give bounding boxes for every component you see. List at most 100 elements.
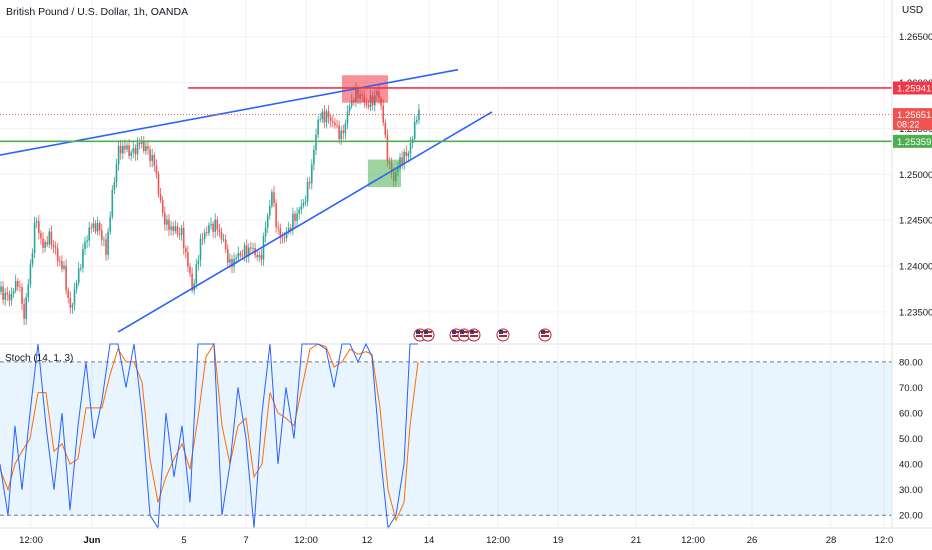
stoch-indicator-label[interactable]: Stoch (14, 1, 3) [5,353,74,364]
support-price-label[interactable]: 1.25359 [893,134,932,148]
last-price-label-text: 1.25651 [897,110,931,121]
candle-body [327,111,330,118]
candle-body [287,227,290,232]
candle-body [201,238,204,240]
price-tick-label: 1.24000 [899,262,932,273]
candle-body [319,119,321,121]
candle-body [342,130,345,134]
time-tick-label: 19 [553,535,564,546]
candle-body [182,227,185,249]
candle-body [285,231,288,239]
candle-body [231,259,233,267]
candle-body [189,266,191,274]
candle-body [10,293,13,301]
candle-body [92,223,95,228]
candle-body [321,111,324,120]
candle-body [84,241,86,250]
time-tick-label: 5 [181,535,186,546]
time-tick-label: 21 [631,535,642,546]
candle-body [401,157,403,166]
candle-body [243,245,246,257]
stoch-lines [0,342,419,530]
candle-body [122,145,124,154]
candle-body [77,268,80,283]
candle-body [170,226,172,230]
candle-body [298,209,300,214]
flag-icon[interactable] [496,328,510,342]
candle-body [227,249,229,263]
candle-body [44,242,46,248]
candle-body [96,222,99,232]
time-tick-label: 12 [362,535,373,546]
price-axis[interactable]: 1.265001.260001.255001.250001.245001.240… [891,0,932,528]
candle-body [29,264,32,285]
candle-body [336,125,338,127]
candle-body [323,111,326,123]
candle-body [4,292,6,300]
resistance-price-label[interactable]: 1.25941 [893,81,932,95]
candle-body [308,182,311,184]
candle-body [195,264,198,284]
drawings [0,68,892,333]
time-tick-label: 28 [826,535,837,546]
candle-body [59,260,61,262]
candle-body [31,253,34,265]
time-axis[interactable]: 12:00 Jun 5 7 12:00 12 14 12:00 19 21 12:00 26 28 12:… [0,527,932,546]
stoch-tick-label: 20.00 [899,511,923,522]
symbol-title[interactable]: British Pound / U.S. Dollar, 1h, OANDA [6,6,189,18]
candle-body [178,233,181,235]
price-tick-label: 1.25000 [899,170,932,181]
candle-body [2,286,4,300]
price-tick-label: 1.24500 [899,216,932,227]
candle-body [71,304,74,308]
candle-body [218,229,221,232]
candle-body [340,130,342,140]
stoch-band-fill [0,361,892,516]
candle-body [176,226,179,234]
candle-body [206,232,208,234]
candle-body [311,164,313,184]
candle-body [334,122,336,126]
candle-body [407,153,410,157]
flag-icon[interactable] [457,328,471,342]
candle-body [346,111,349,124]
candle-body [130,152,132,156]
candle-body [98,222,101,231]
currency-label[interactable]: USD [902,5,924,16]
candle-body [35,221,38,223]
candle-body [126,145,128,150]
candle-body [19,286,21,288]
candle-body [216,219,219,230]
candle-body [187,252,189,267]
time-tick-label: 12:00 [19,535,43,546]
candle-body [185,248,187,253]
flag-icon[interactable] [421,328,435,342]
candle-body [17,280,19,287]
candle-body [315,134,317,150]
candle-body [180,227,183,235]
candle-body [69,297,72,308]
time-tick-label: 14 [424,535,435,546]
candle-body [338,125,340,140]
flag-icon[interactable] [538,328,552,342]
candle-body [157,173,160,195]
candle-body [151,155,153,161]
time-tick-label: Jun [84,535,101,546]
resistance-price-label-text: 1.25941 [897,83,931,94]
sell-zone[interactable] [342,75,388,103]
candle-body [119,145,122,154]
flag-icon[interactable] [467,328,481,342]
candle-body [42,238,44,248]
candle-body [300,205,303,210]
upper-trendline[interactable] [0,68,459,157]
candle-body [90,227,93,229]
candle-body [159,194,162,201]
candle-body [329,117,332,122]
stoch-tick-label: 70.00 [899,383,923,394]
lower-trendline[interactable] [117,111,493,333]
buy-zone[interactable] [368,159,401,188]
candle-body [8,294,11,301]
price-tick-label: 1.23500 [899,307,932,318]
